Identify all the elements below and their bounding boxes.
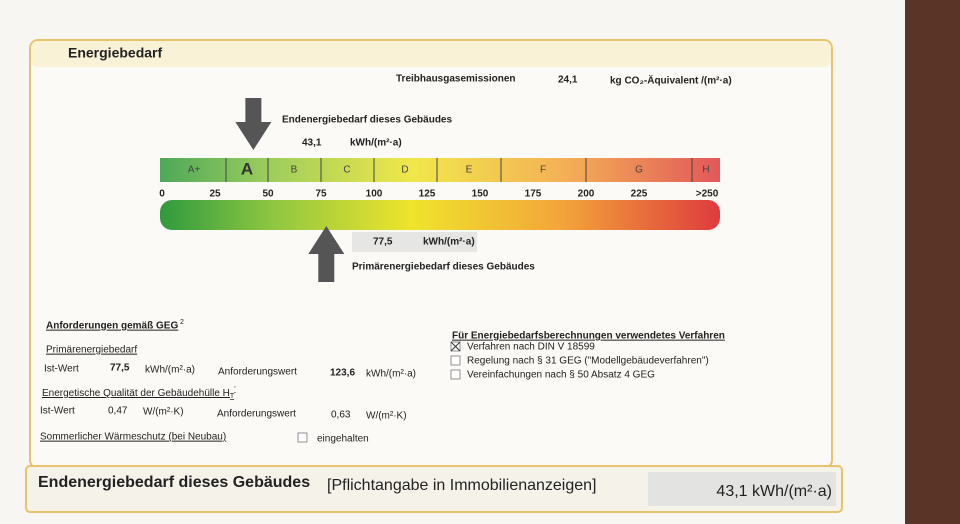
- envelope-title-text: Energetische Qualität der Gebäudehülle H: [42, 388, 230, 399]
- class-dividers: [225, 158, 693, 182]
- panel-header: [31, 41, 831, 67]
- end-energy-arrow: [235, 98, 272, 150]
- scale-tick-label: 150: [472, 189, 489, 200]
- scale-tick-label: 225: [631, 189, 648, 200]
- summer-option: eingehalten: [317, 434, 369, 445]
- footer-box: [25, 465, 843, 513]
- primary-title: Primärenergiebedarf: [46, 345, 137, 356]
- end-energy-value: 43,1: [302, 138, 322, 149]
- class-label: D: [401, 165, 408, 176]
- primary-actual: 77,5: [110, 363, 130, 374]
- table-edge: [905, 0, 960, 524]
- primary-required-label: Anforderungswert: [218, 367, 297, 378]
- primary-required: 123,6: [330, 368, 355, 379]
- envelope-actual-unit: W/(m²·K): [143, 407, 184, 418]
- method-title: Für Energiebedarfsberechnungen verwendet…: [452, 331, 725, 342]
- envelope-title-sup: ': [234, 386, 235, 393]
- primary-actual-unit: kWh/(m²·a): [145, 365, 195, 376]
- footer-value: 43,1 kWh/(m²·a): [716, 483, 832, 500]
- scale-tick-label: 200: [578, 189, 595, 200]
- end-energy-label: Endenergiebedarf dieses Gebäudes: [282, 115, 452, 126]
- footer-note: [Pflichtangabe in Immobilienanzeigen]: [327, 477, 597, 494]
- panel: [29, 39, 833, 469]
- class-bar: [160, 158, 720, 182]
- requirements-footnote: 2: [180, 319, 184, 326]
- scale-tick-label: 0: [159, 189, 165, 200]
- scale-tick-label: >250: [696, 189, 719, 200]
- envelope-actual: 0,47: [108, 406, 128, 417]
- method-option: Regelung nach § 31 GEG ("Modellgebäudeve…: [467, 356, 709, 367]
- primary-energy-label: Primärenergiebedarf dieses Gebäudes: [352, 262, 535, 273]
- summer-checkbox: [297, 432, 308, 443]
- scale-tick-label: 75: [315, 189, 327, 200]
- method-checkbox-cross: [450, 341, 461, 352]
- primary-required-unit: kWh/(m²·a): [366, 369, 416, 380]
- primary-energy-unit: kWh/(m²·a): [423, 237, 475, 248]
- scale-tick-label: 125: [419, 189, 436, 200]
- method-checkbox: [450, 369, 461, 380]
- class-label: E: [466, 165, 473, 176]
- emissions-label: Treibhausgasemissionen: [396, 74, 516, 85]
- end-energy-unit: kWh/(m²·a): [350, 138, 402, 149]
- envelope-title-sub: T: [230, 393, 235, 400]
- class-label: F: [540, 165, 546, 176]
- class-label: H: [702, 165, 709, 176]
- footer-value-box: [648, 472, 836, 506]
- primary-energy-arrow: [308, 226, 345, 282]
- envelope-title: Energetische Qualität der Gebäudehülle H…: [42, 386, 236, 400]
- scale-tick-label: 50: [262, 189, 274, 200]
- summer-title: Sommerlicher Wärmeschutz (bei Neubau): [40, 432, 226, 443]
- emissions-value: 24,1: [558, 75, 578, 86]
- scale-tick-label: 25: [209, 189, 221, 200]
- envelope-required-label: Anforderungswert: [217, 409, 296, 420]
- method-option: Verfahren nach DIN V 18599: [467, 342, 595, 353]
- primary-value-box: [352, 232, 477, 252]
- class-label: G: [635, 165, 643, 176]
- envelope-actual-label: Ist-Wert: [40, 406, 75, 417]
- requirements-title: Anforderungen gemäß GEG: [46, 321, 178, 332]
- primary-energy-value: 77,5: [373, 237, 393, 248]
- section-title: Energiebedarf: [68, 45, 162, 61]
- class-label: A: [241, 159, 253, 178]
- emissions-unit: kg CO₂-Äquivalent /(m²·a): [610, 74, 732, 87]
- scale-tick-label: 175: [525, 189, 542, 200]
- class-label: C: [343, 165, 350, 176]
- class-label: A+: [188, 165, 201, 176]
- footer-title: Endenergiebedarf dieses Gebäudes: [38, 474, 310, 491]
- scale-bar: [160, 200, 720, 230]
- primary-actual-label: Ist-Wert: [44, 364, 79, 375]
- envelope-required-unit: W/(m²·K): [366, 411, 407, 422]
- envelope-required: 0,63: [331, 410, 351, 421]
- method-option: Vereinfachungen nach § 50 Absatz 4 GEG: [467, 370, 655, 381]
- scale-tick-label: 100: [366, 189, 383, 200]
- class-label: B: [291, 165, 298, 176]
- method-checkbox: [450, 355, 461, 366]
